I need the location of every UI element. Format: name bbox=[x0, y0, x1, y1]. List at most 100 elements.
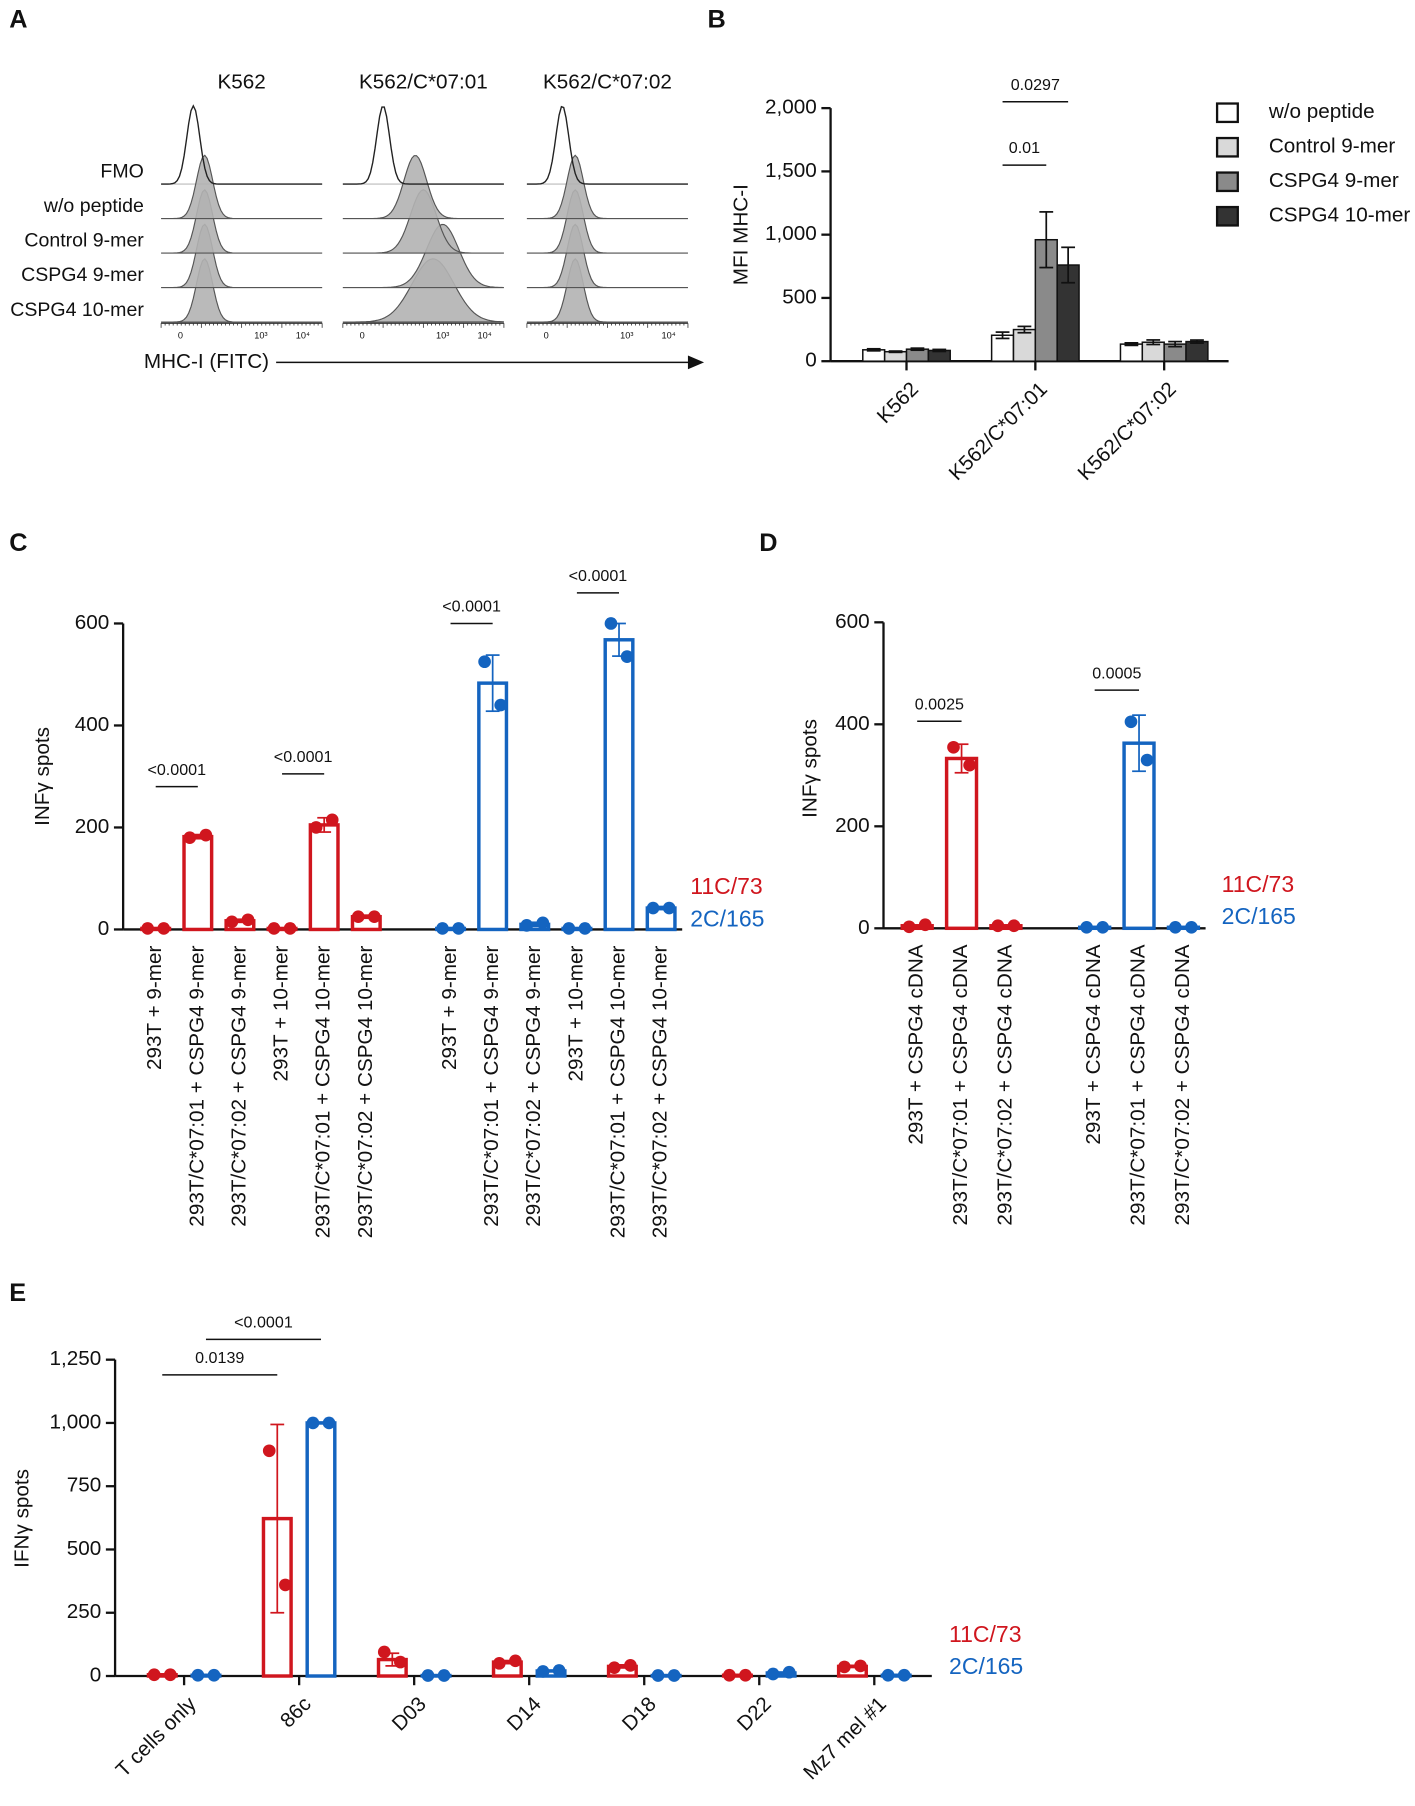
p-value: 0.0005 bbox=[1092, 664, 1141, 682]
bar bbox=[989, 924, 1023, 931]
replicate-point bbox=[646, 901, 660, 915]
p-value: <0.0001 bbox=[147, 761, 206, 779]
x-tick-label: 293T + 10-mer bbox=[564, 945, 587, 1081]
legend-label: 2C/165 bbox=[690, 905, 764, 931]
p-value: <0.0001 bbox=[569, 567, 628, 585]
arrow-head bbox=[687, 355, 705, 370]
bar bbox=[900, 924, 934, 931]
replicate-point bbox=[1140, 753, 1154, 767]
x-tick-label: 293T + 9-mer bbox=[438, 945, 461, 1069]
y-tick-label: 1,000 bbox=[50, 1410, 102, 1433]
histogram bbox=[342, 223, 504, 289]
bar bbox=[182, 834, 214, 932]
replicate-point bbox=[509, 1654, 522, 1668]
legend-swatch bbox=[1215, 171, 1239, 193]
replicate-point bbox=[562, 922, 576, 935]
bar bbox=[1119, 343, 1144, 362]
legend-label: 2C/165 bbox=[1222, 903, 1296, 929]
replicate-point bbox=[520, 919, 534, 932]
histogram bbox=[526, 257, 688, 323]
legend-label: 2C/165 bbox=[949, 1653, 1023, 1679]
y-tick-label: 0 bbox=[90, 1663, 102, 1686]
bar bbox=[1185, 340, 1209, 362]
y-tick-label: 250 bbox=[67, 1600, 102, 1623]
row-label: FMO bbox=[100, 161, 143, 183]
legend-label: w/o peptide bbox=[1268, 100, 1375, 123]
legend-swatch bbox=[1215, 136, 1239, 158]
replicate-point bbox=[199, 828, 213, 842]
legend-label: Control 9-mer bbox=[1269, 135, 1396, 158]
x-tick-label: 10⁴ bbox=[477, 330, 491, 340]
y-axis-label: IFNγ spots bbox=[11, 1469, 34, 1568]
y-tick-label: 1,500 bbox=[765, 159, 817, 182]
replicate-point bbox=[918, 918, 932, 932]
replicate-point bbox=[452, 922, 465, 935]
p-value: 0.0297 bbox=[1011, 76, 1060, 94]
x-tick-label: 293T/C*07:01 + CSPG4 cDNA bbox=[949, 944, 972, 1225]
replicate-point bbox=[536, 1665, 550, 1678]
x-tick-label: 293T/C*07:02 + CSPG4 10-mer bbox=[649, 945, 672, 1238]
replicate-point bbox=[325, 813, 339, 827]
x-tick-label: 293T + 10-mer bbox=[270, 945, 293, 1081]
replicate-point bbox=[854, 1659, 867, 1673]
y-tick-label: 600 bbox=[835, 610, 870, 633]
replicate-point bbox=[421, 1669, 435, 1682]
histogram-fmo bbox=[342, 106, 504, 185]
histogram bbox=[526, 223, 688, 289]
replicate-point bbox=[552, 1664, 566, 1677]
legend-label: CSPG4 9-mer bbox=[1269, 169, 1399, 192]
replicate-point bbox=[604, 617, 618, 630]
y-tick-label: 500 bbox=[782, 285, 817, 308]
row-label: CSPG4 9-mer bbox=[21, 264, 144, 286]
replicate-point bbox=[881, 1668, 895, 1682]
replicate-point bbox=[1096, 920, 1110, 934]
x-axis-label: MHC-I (FITC) bbox=[144, 350, 269, 373]
x-tick-label: 293T/C*07:02 + CSPG4 10-mer bbox=[354, 945, 377, 1238]
replicate-point bbox=[963, 758, 976, 772]
y-tick-label: 0 bbox=[805, 349, 817, 372]
replicate-point bbox=[322, 1416, 336, 1430]
replicate-point bbox=[377, 1645, 391, 1659]
y-tick-label: 400 bbox=[75, 713, 110, 736]
replicate-point bbox=[309, 821, 323, 834]
y-tick-label: 1,250 bbox=[50, 1347, 102, 1370]
bar bbox=[1012, 328, 1037, 362]
replicate-point bbox=[207, 1668, 221, 1682]
replicate-point bbox=[157, 922, 171, 935]
legend-swatch bbox=[1215, 205, 1239, 227]
y-tick-label: 200 bbox=[75, 815, 110, 838]
x-tick-label: 293T/C*07:01 + CSPG4 10-mer bbox=[312, 945, 335, 1238]
histogram bbox=[342, 155, 504, 220]
replicate-point bbox=[667, 1669, 681, 1682]
replicate-point bbox=[838, 1660, 851, 1674]
replicate-point bbox=[739, 1668, 752, 1682]
y-tick-label: 0 bbox=[858, 916, 870, 939]
replicate-point bbox=[1124, 715, 1138, 729]
replicate-point bbox=[436, 922, 449, 935]
histogram bbox=[526, 154, 688, 220]
replicate-point bbox=[624, 1659, 637, 1672]
replicate-point bbox=[163, 1668, 177, 1682]
replicate-point bbox=[897, 1668, 911, 1682]
row-label: CSPG4 10-mer bbox=[10, 299, 144, 321]
bar bbox=[305, 1421, 337, 1678]
x-tick-label: 10³ bbox=[436, 330, 449, 340]
y-axis-label: INFγ spots bbox=[798, 719, 821, 818]
x-tick-label: 10³ bbox=[254, 330, 267, 340]
histogram bbox=[526, 188, 688, 254]
replicate-point bbox=[947, 740, 960, 754]
histogram bbox=[161, 154, 323, 220]
replicate-point bbox=[782, 1665, 796, 1679]
replicate-point bbox=[183, 831, 197, 844]
replicate-point bbox=[536, 916, 550, 930]
replicate-point bbox=[662, 901, 676, 915]
column-label: K562 bbox=[217, 70, 265, 93]
bar bbox=[1122, 741, 1156, 931]
y-axis-label: MFI MHC-I bbox=[729, 184, 752, 285]
x-tick-label: 293T/C*07:02 + CSPG4 9-mer bbox=[522, 945, 545, 1226]
p-value: 0.0025 bbox=[915, 695, 964, 713]
replicate-point bbox=[1169, 920, 1182, 934]
bar bbox=[477, 681, 509, 932]
